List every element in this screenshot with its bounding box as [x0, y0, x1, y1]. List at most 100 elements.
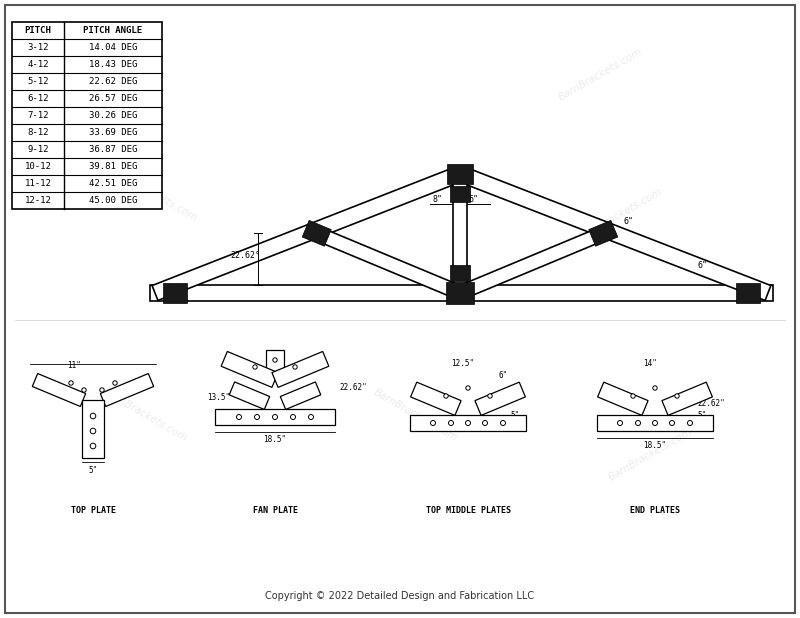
Circle shape: [444, 394, 448, 398]
Text: 45.00 DEG: 45.00 DEG: [89, 196, 137, 205]
Bar: [12, 22, 162, 209]
Circle shape: [113, 381, 118, 385]
Polygon shape: [100, 373, 154, 407]
Polygon shape: [598, 382, 648, 415]
Text: PITCH ANGLE: PITCH ANGLE: [83, 26, 142, 35]
Text: 13.5": 13.5": [207, 392, 230, 402]
Polygon shape: [662, 382, 712, 415]
Text: TOP PLATE: TOP PLATE: [70, 506, 115, 515]
Circle shape: [635, 420, 641, 426]
Circle shape: [653, 420, 658, 426]
Text: BarnBrackets.com: BarnBrackets.com: [102, 387, 189, 443]
Polygon shape: [150, 285, 773, 301]
Polygon shape: [215, 409, 335, 425]
Text: Copyright © 2022 Detailed Design and Fabrication LLC: Copyright © 2022 Detailed Design and Fab…: [266, 591, 534, 601]
Polygon shape: [266, 350, 284, 380]
Text: 8-12: 8-12: [27, 128, 49, 137]
Text: 26.57 DEG: 26.57 DEG: [89, 94, 137, 103]
Circle shape: [501, 420, 506, 426]
Circle shape: [69, 381, 74, 385]
Text: END PLATES: END PLATES: [630, 506, 680, 515]
Text: 22.62°: 22.62°: [230, 250, 260, 260]
Text: 14": 14": [643, 358, 657, 368]
Polygon shape: [410, 415, 526, 431]
Text: BarnBrackets.com: BarnBrackets.com: [556, 47, 644, 103]
Polygon shape: [152, 166, 463, 300]
Circle shape: [482, 420, 487, 426]
Polygon shape: [82, 400, 104, 458]
Circle shape: [309, 415, 314, 420]
Polygon shape: [457, 166, 771, 300]
Polygon shape: [221, 352, 278, 387]
Text: 14.04 DEG: 14.04 DEG: [89, 43, 137, 52]
Text: 6": 6": [498, 371, 507, 381]
Text: 5": 5": [510, 412, 519, 420]
Text: BarnBrackets.com: BarnBrackets.com: [111, 167, 198, 223]
Text: 18.43 DEG: 18.43 DEG: [89, 60, 137, 69]
Text: 18.5": 18.5": [643, 441, 666, 450]
Text: 3-12: 3-12: [27, 43, 49, 52]
Polygon shape: [597, 415, 713, 431]
Text: PITCH: PITCH: [25, 26, 51, 35]
Text: TOP MIDDLE PLATES: TOP MIDDLE PLATES: [426, 506, 510, 515]
Polygon shape: [446, 282, 474, 304]
Polygon shape: [32, 373, 86, 407]
Circle shape: [449, 420, 454, 426]
Polygon shape: [163, 283, 187, 303]
Circle shape: [237, 415, 242, 420]
Circle shape: [488, 394, 492, 398]
Circle shape: [90, 413, 96, 419]
Text: 5": 5": [313, 408, 322, 418]
Circle shape: [100, 388, 104, 392]
Circle shape: [90, 443, 96, 449]
Polygon shape: [447, 164, 473, 184]
Text: 12.5": 12.5": [451, 358, 474, 368]
Circle shape: [674, 394, 679, 398]
Polygon shape: [272, 352, 329, 387]
Circle shape: [273, 358, 278, 362]
Text: 42.51 DEG: 42.51 DEG: [89, 179, 137, 188]
Text: 30.26 DEG: 30.26 DEG: [89, 111, 137, 120]
Circle shape: [687, 420, 693, 426]
Text: 33.69 DEG: 33.69 DEG: [89, 128, 137, 137]
Circle shape: [630, 394, 635, 398]
Circle shape: [290, 415, 295, 420]
Text: 10-12: 10-12: [25, 162, 51, 171]
Text: FAN PLATE: FAN PLATE: [253, 506, 298, 515]
Text: BarnBrackets.com: BarnBrackets.com: [371, 387, 458, 443]
Text: BarnBrackets.com: BarnBrackets.com: [606, 427, 694, 483]
Polygon shape: [458, 227, 606, 300]
Polygon shape: [450, 265, 470, 281]
Circle shape: [273, 415, 278, 420]
Text: 5": 5": [88, 466, 98, 475]
Polygon shape: [280, 382, 321, 410]
Circle shape: [430, 420, 435, 426]
Circle shape: [82, 388, 86, 392]
Circle shape: [670, 420, 674, 426]
Text: 11": 11": [67, 362, 81, 371]
Text: 6": 6": [468, 195, 478, 204]
Text: 36.87 DEG: 36.87 DEG: [89, 145, 137, 154]
Text: 7-12: 7-12: [27, 111, 49, 120]
Circle shape: [254, 415, 259, 420]
Text: 5-12: 5-12: [27, 77, 49, 86]
Polygon shape: [475, 382, 526, 415]
Polygon shape: [450, 185, 470, 201]
Circle shape: [90, 428, 96, 434]
Polygon shape: [736, 283, 760, 303]
Circle shape: [653, 386, 658, 390]
Text: 4-12: 4-12: [27, 60, 49, 69]
Text: 6-12: 6-12: [27, 94, 49, 103]
Circle shape: [293, 365, 298, 369]
Polygon shape: [589, 221, 618, 246]
Text: 9-12: 9-12: [27, 145, 49, 154]
Text: 5": 5": [697, 412, 706, 420]
Polygon shape: [453, 169, 467, 298]
Circle shape: [618, 420, 622, 426]
Text: 12-12: 12-12: [25, 196, 51, 205]
Text: 22.62": 22.62": [339, 383, 366, 391]
Polygon shape: [314, 227, 462, 300]
Text: 22.62 DEG: 22.62 DEG: [89, 77, 137, 86]
Polygon shape: [230, 382, 270, 410]
Polygon shape: [302, 221, 331, 246]
